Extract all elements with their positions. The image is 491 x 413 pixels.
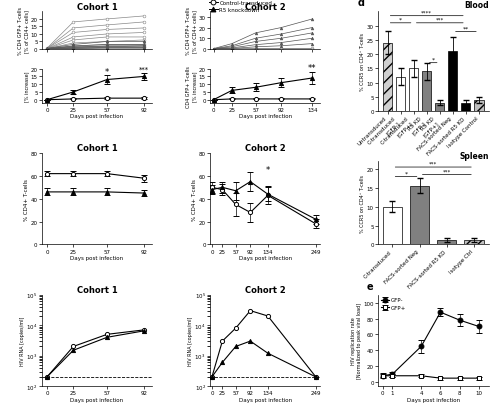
Bar (396, 78, 405, 112)
X-axis label: Days post infection: Days post infection (71, 255, 124, 260)
Y-axis label: % CD4 GFP+ T-cells
[% of CD4+ cells]: % CD4 GFP+ T-cells [% of CD4+ cells] (187, 7, 197, 55)
Y-axis label: % CCR5 on CD4⁺ T-cells: % CCR5 on CD4⁺ T-cells (360, 33, 365, 91)
Bar (464, 240, 484, 245)
Y-axis label: HIV RNA [copies/ml]: HIV RNA [copies/ml] (188, 316, 193, 365)
Bar (462, 103, 470, 112)
Bar (383, 44, 392, 112)
Title: Cohort 1: Cohort 1 (77, 285, 117, 294)
Title: Cohort 1: Cohort 1 (77, 144, 117, 153)
X-axis label: Days post infection: Days post infection (239, 255, 292, 260)
Text: **: ** (463, 26, 469, 31)
Y-axis label: CD4 GFP+ T-cells
[% increase]: CD4 GFP+ T-cells [% increase] (187, 66, 197, 107)
Y-axis label: [% increase]: [% increase] (24, 71, 29, 102)
Text: d: d (358, 0, 365, 8)
Title: Cohort 2: Cohort 2 (245, 144, 285, 153)
Legend: GFP-, GFP+: GFP-, GFP+ (381, 298, 406, 311)
Bar (474, 100, 484, 112)
Bar (435, 103, 444, 112)
Title: Cohort 2: Cohort 2 (245, 285, 285, 294)
Bar (448, 52, 458, 112)
Bar (437, 240, 456, 245)
Text: ***: *** (139, 66, 149, 73)
Y-axis label: % CCR5 on CD4⁺ T-cells: % CCR5 on CD4⁺ T-cells (360, 174, 365, 233)
Text: *: * (432, 58, 435, 63)
Text: ***: *** (436, 18, 444, 23)
Bar (410, 186, 429, 245)
Text: Spleen: Spleen (459, 151, 489, 160)
Title: Cohort 2: Cohort 2 (245, 2, 285, 12)
Text: e: e (367, 282, 374, 292)
Bar (422, 72, 431, 112)
Text: *: * (405, 171, 408, 176)
Text: ****: **** (421, 11, 432, 16)
X-axis label: Days post infection: Days post infection (239, 114, 292, 119)
Text: ***: *** (429, 161, 437, 166)
Text: *: * (399, 18, 402, 23)
Text: **: ** (308, 64, 317, 73)
Text: ***: *** (443, 169, 451, 174)
Bar (383, 207, 402, 245)
Text: Blood: Blood (464, 1, 489, 10)
Y-axis label: HIV replication rate
[Normalized to peak viral load]: HIV replication rate [Normalized to peak… (351, 303, 362, 379)
Text: *: * (105, 67, 109, 76)
Bar (409, 69, 418, 112)
X-axis label: Days post infection: Days post infection (71, 396, 124, 402)
Y-axis label: % CD4+ T-cells: % CD4+ T-cells (24, 178, 29, 220)
Text: *: * (266, 165, 270, 174)
Legend: Control-transduced, R5 knockdown: Control-transduced, R5 knockdown (207, 0, 274, 16)
X-axis label: Days post infection: Days post infection (239, 396, 292, 402)
Title: Cohort 1: Cohort 1 (77, 2, 117, 12)
Y-axis label: HIV RNA [copies/ml]: HIV RNA [copies/ml] (20, 316, 25, 365)
Y-axis label: % CD4+ T-cells: % CD4+ T-cells (192, 178, 197, 220)
Y-axis label: % CD4 GFP+ T-cells
[% of CD4+ cells]: % CD4 GFP+ T-cells [% of CD4+ cells] (18, 7, 29, 55)
X-axis label: Days post infection: Days post infection (71, 114, 124, 119)
X-axis label: Days post infection: Days post infection (407, 396, 460, 402)
